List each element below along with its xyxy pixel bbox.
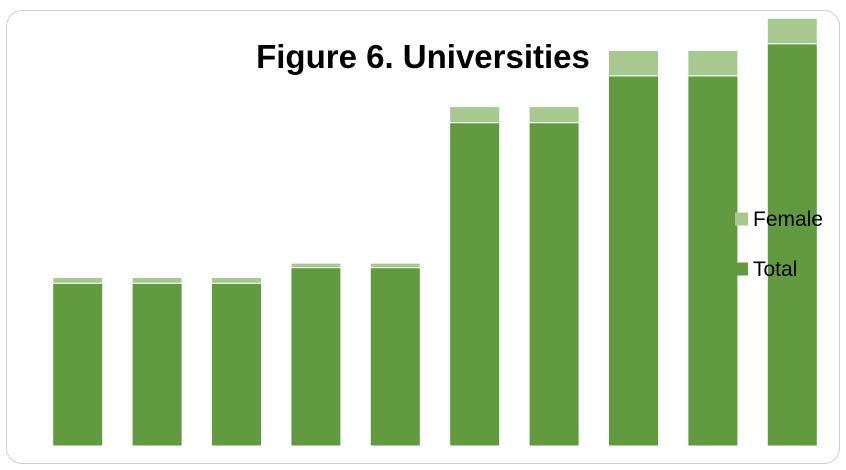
bar-female-4 — [290, 262, 342, 269]
legend-label-total: Total — [753, 258, 797, 281]
bar-female-5 — [369, 262, 421, 269]
bar-total-7 — [528, 122, 580, 447]
legend-swatch-female — [735, 212, 748, 226]
bar-total-10 — [766, 43, 818, 447]
bar-total-3 — [211, 282, 262, 447]
bar-total-9 — [687, 75, 739, 447]
bar-female-3 — [211, 276, 262, 284]
bar-female-6 — [449, 106, 501, 124]
bar-female-10 — [766, 17, 818, 45]
bar-total-6 — [449, 122, 501, 447]
bar-total-1 — [52, 282, 104, 447]
bars-group — [52, 17, 818, 447]
bar-female-9 — [687, 49, 739, 77]
bar-female-7 — [528, 106, 580, 124]
bar-total-8 — [608, 75, 659, 447]
chart-title: Figure 6. Universities — [256, 38, 590, 75]
bar-total-4 — [290, 267, 342, 447]
bar-female-8 — [608, 49, 659, 77]
legend-swatch-total — [735, 262, 748, 276]
bar-female-1 — [52, 276, 104, 284]
legend-label-female: Female — [753, 208, 823, 231]
bar-total-5 — [369, 267, 421, 447]
bar-female-2 — [131, 276, 183, 284]
bar-total-2 — [131, 282, 183, 447]
legend: Female Total — [735, 208, 823, 281]
